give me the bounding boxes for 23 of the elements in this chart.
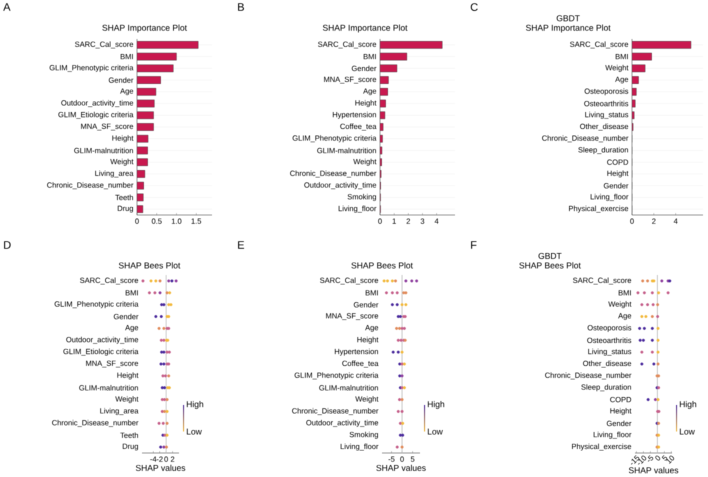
text: Low — [428, 428, 443, 435]
chart-title: SHAP Bees Plot — [351, 262, 413, 268]
text: High — [680, 400, 696, 409]
text: C — [470, 3, 478, 11]
text: B — [238, 3, 244, 11]
x-axis-title: SHAP values — [376, 464, 426, 471]
text: GBDT — [538, 252, 562, 259]
text: High — [428, 400, 444, 409]
text: D — [4, 241, 11, 249]
text: Low — [186, 428, 202, 435]
text: SHAP Bees Plot — [519, 262, 581, 268]
chart-title: SHAP Importance Plot — [102, 24, 187, 32]
text: High — [186, 400, 204, 409]
text: E — [238, 241, 244, 249]
chart-subtitle: SHAP Importance Plot — [526, 24, 611, 32]
text: A — [3, 3, 11, 11]
chart-title: SHAP Importance Plot — [322, 24, 408, 32]
x-axis-title: SHAP values — [136, 464, 186, 471]
chart-title: SHAP Bees Plot — [118, 262, 180, 268]
x-axis-title: SHAP values — [628, 467, 678, 474]
chart-title: GBDT — [556, 15, 580, 22]
text: F — [471, 241, 476, 249]
text: Low — [680, 428, 695, 435]
